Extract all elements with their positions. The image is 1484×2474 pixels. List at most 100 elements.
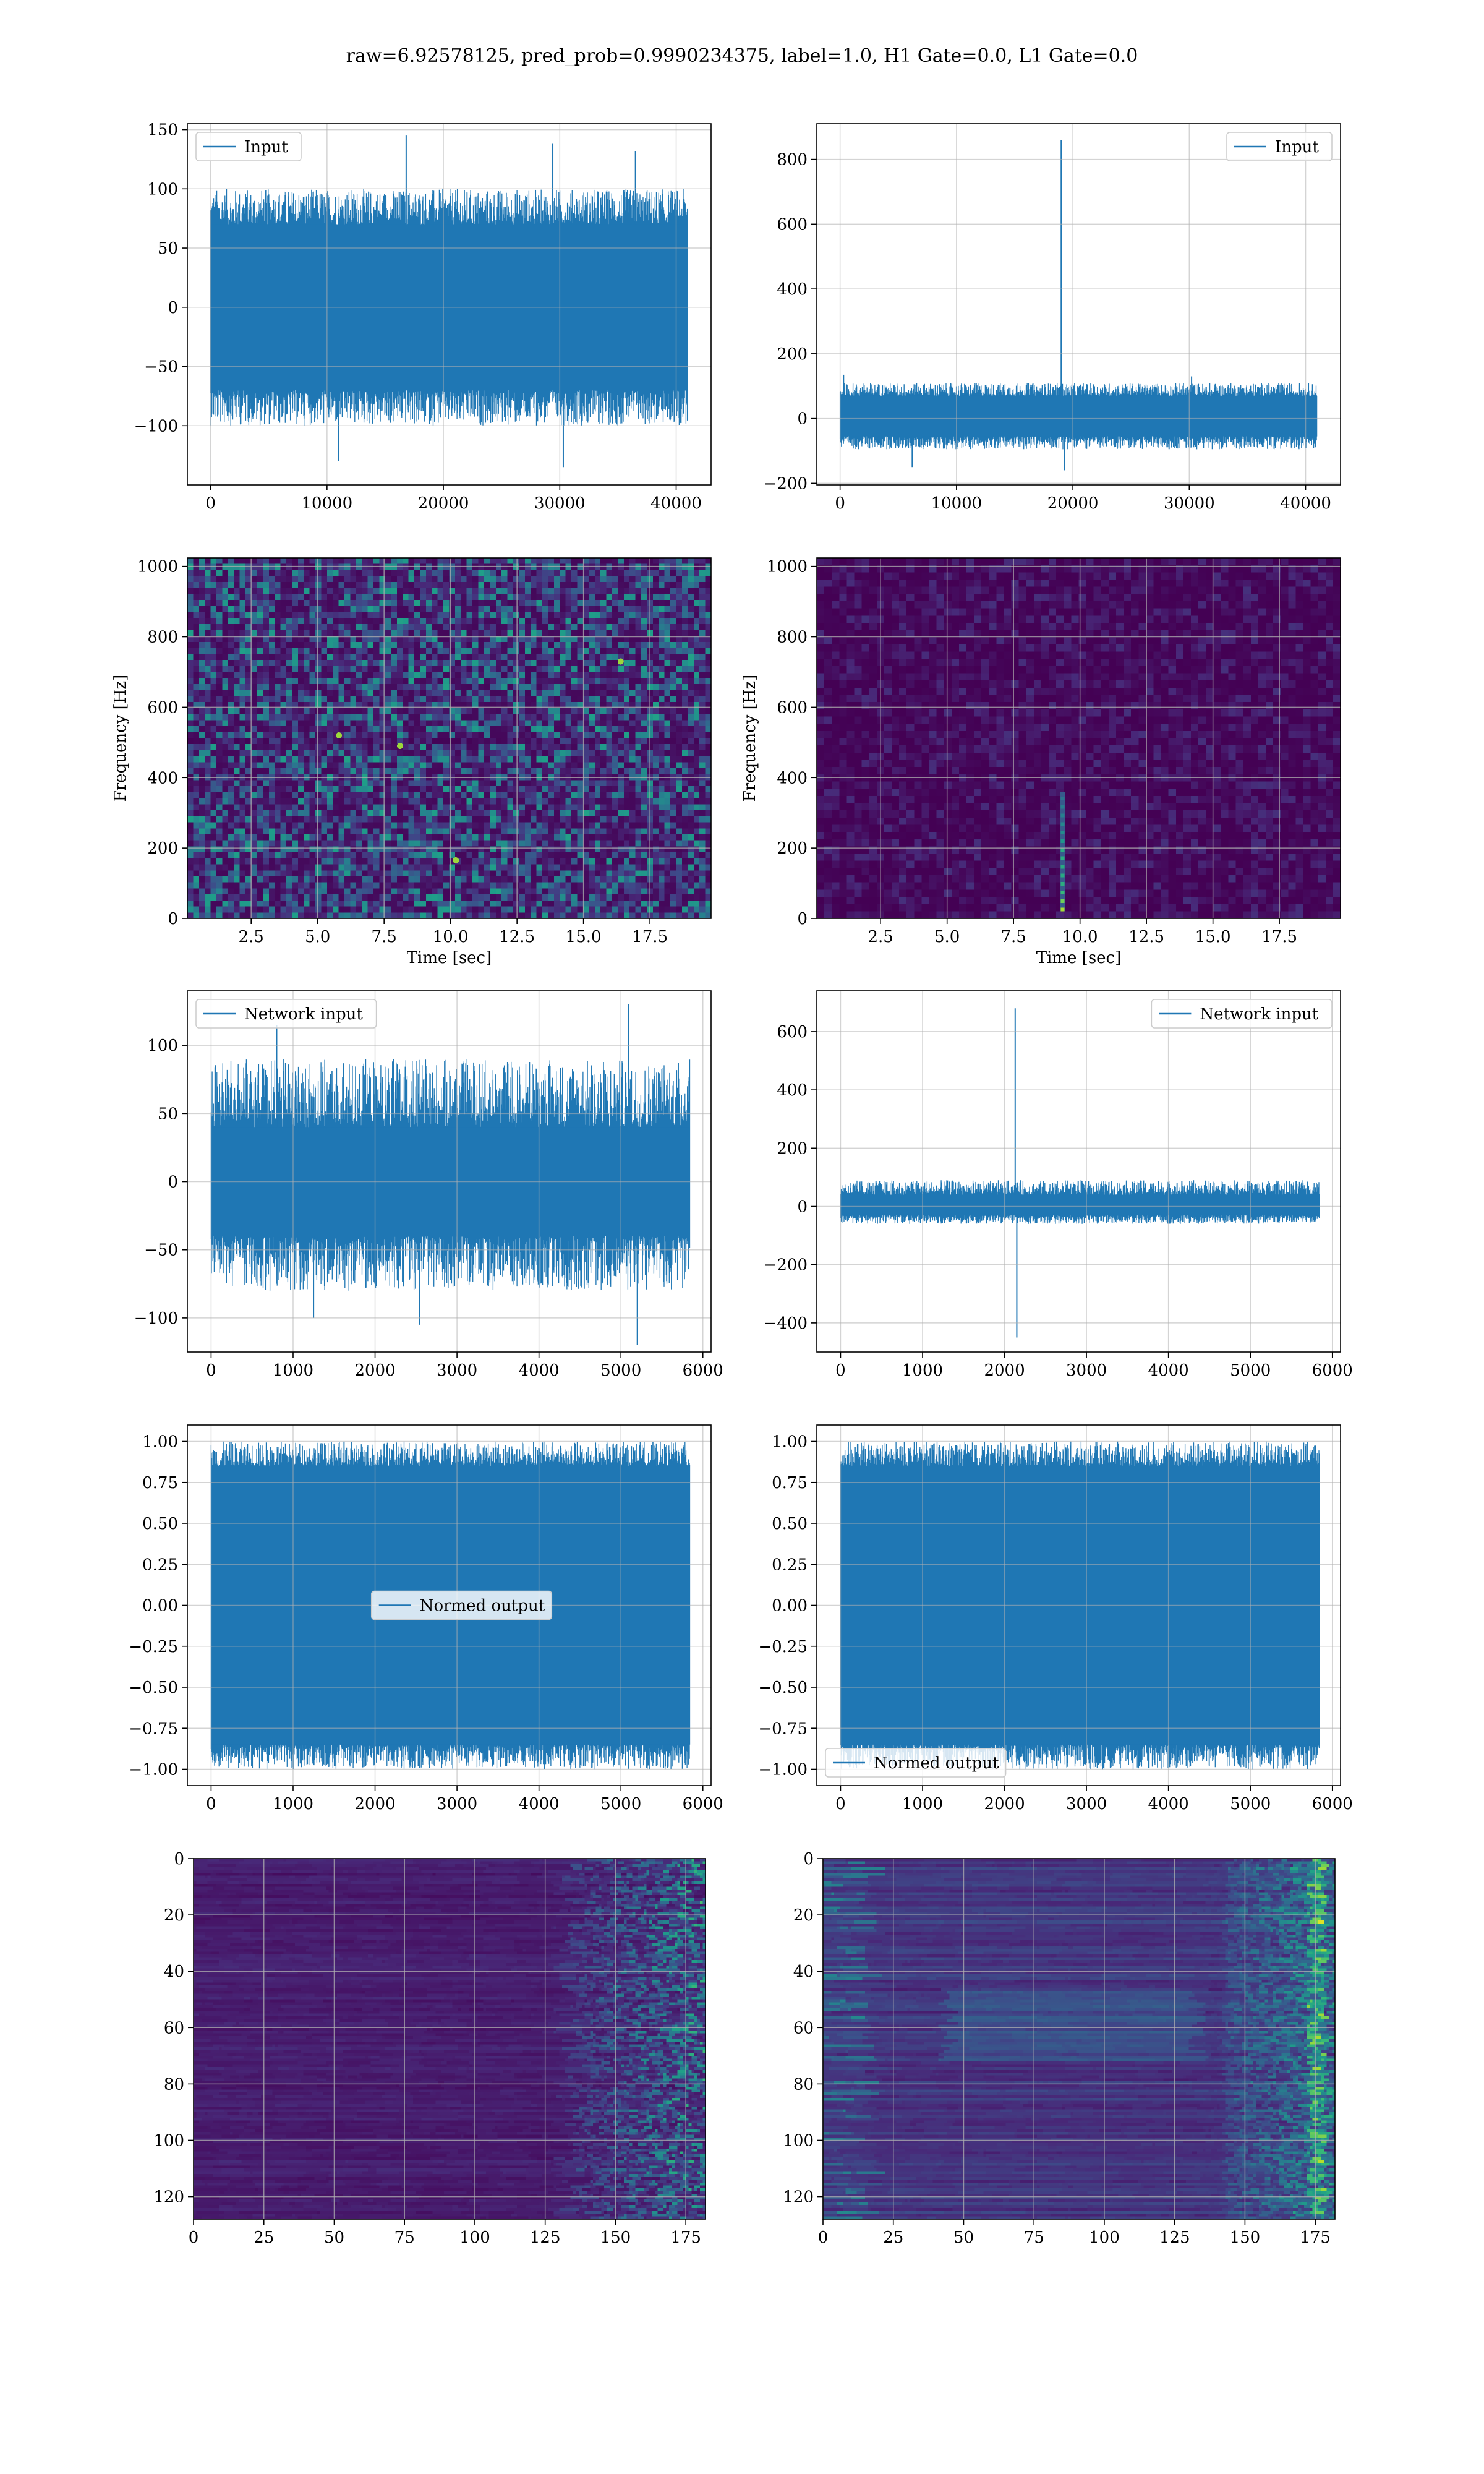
x-axis-label: Time [sec] xyxy=(1036,949,1122,967)
x-tick-label: 1000 xyxy=(273,1795,313,1813)
y-tick-label: 20 xyxy=(793,1906,814,1925)
transient-cell xyxy=(1060,890,1065,894)
axes-frame xyxy=(187,990,712,1353)
axes-frame xyxy=(816,123,1341,486)
x-tick-label: 5.0 xyxy=(934,928,960,946)
plot-area xyxy=(839,140,1318,471)
y-tick-label: 1000 xyxy=(137,558,178,576)
x-tick-label: 6000 xyxy=(683,1795,723,1813)
y-tick-label: −1.00 xyxy=(758,1761,808,1779)
y-tick-label: 400 xyxy=(777,280,808,299)
x-tick-label: 2000 xyxy=(984,1795,1025,1813)
y-tick-label: −200 xyxy=(764,474,808,493)
x-tick-label: 40000 xyxy=(1280,494,1331,513)
y-tick-label: 60 xyxy=(164,2019,184,2037)
x-tick-label: 0 xyxy=(206,1795,216,1813)
transient-cell xyxy=(1060,813,1065,818)
y-tick-label: 60 xyxy=(793,2019,814,2037)
x-tick-label: 17.5 xyxy=(1261,928,1297,946)
y-tick-label: 600 xyxy=(777,215,808,234)
heatmap-hotspot xyxy=(617,658,624,665)
y-tick-label: 0 xyxy=(168,299,178,317)
y-axis-label: Frequency [Hz] xyxy=(741,675,759,802)
x-tick-label: 2.5 xyxy=(868,928,893,946)
x-tick-label: 2000 xyxy=(354,1361,395,1380)
chart-h1-normed-output: 0 1000 2000 3000 4000 5000 6000 −1.00 −0.75 −0.50… xyxy=(129,1424,723,1813)
chart-h1-spectrogram: 2.5 5.0 7.5 10.0 12.5 15.0 17.5 0 200 400 600 800 10… xyxy=(111,557,712,967)
y-tick-label: 100 xyxy=(147,180,178,199)
y-tick-label: 0 xyxy=(803,1850,814,1868)
legend: Normed output xyxy=(825,1748,1007,1778)
y-tick-label: 40 xyxy=(793,1963,814,1981)
x-tick-label: 12.5 xyxy=(499,928,535,946)
y-axis-label: Frequency [Hz] xyxy=(111,675,130,802)
x-tick-label: 3000 xyxy=(1066,1795,1107,1813)
x-tick-label: 2000 xyxy=(354,1795,395,1813)
heatmap-cells xyxy=(194,1859,706,2219)
x-tick-label: 20000 xyxy=(418,494,469,513)
transient-cell xyxy=(1060,847,1065,852)
x-tick-label: 25 xyxy=(883,2228,903,2247)
y-tick-label: 50 xyxy=(158,239,178,258)
y-tick-label: 0 xyxy=(797,910,808,928)
chart-h1-network-input: 0 1000 2000 3000 4000 5000 6000 −100 −50 0 50 100 Ne… xyxy=(134,990,723,1380)
chart-l1-feature-map: 0 25 50 75 100 125 150 175 0 20 40 60 80 100 120 xyxy=(783,1850,1336,2247)
x-tick-label: 30000 xyxy=(1164,494,1215,513)
legend: Network input xyxy=(1151,999,1333,1029)
legend: Normed output xyxy=(370,1590,553,1620)
legend-label: Normed output xyxy=(874,1754,999,1773)
y-tick-label: −0.75 xyxy=(758,1719,808,1738)
y-tick-label: 120 xyxy=(153,2188,184,2207)
x-tick-label: 10000 xyxy=(302,494,353,513)
gridlines xyxy=(187,991,711,1352)
y-tick-label: 800 xyxy=(777,628,808,647)
ticks: 2.5 5.0 7.5 10.0 12.5 15.0 17.5 0 200 400 600 800 10… xyxy=(767,558,1297,946)
y-tick-label: 50 xyxy=(158,1105,178,1123)
x-tick-label: 5000 xyxy=(600,1795,641,1813)
legend-box xyxy=(195,132,302,161)
y-tick-label: 1.00 xyxy=(142,1433,178,1452)
plot-area xyxy=(817,558,1341,918)
legend-label: Network input xyxy=(1200,1005,1318,1024)
axes-frame xyxy=(187,557,712,919)
ticks: 2.5 5.0 7.5 10.0 12.5 15.0 17.5 0 200 400 600 800 10… xyxy=(137,558,668,946)
legend-box xyxy=(1226,132,1333,161)
x-tick-label: 25 xyxy=(254,2228,274,2247)
chart-h1-input: 0 10000 20000 30000 40000 −100 −50 0 50 100 150 Inp… xyxy=(134,121,712,513)
y-tick-label: 600 xyxy=(777,698,808,717)
x-tick-label: 0 xyxy=(189,2228,199,2247)
y-tick-label: 0.25 xyxy=(772,1556,808,1574)
x-axis-label: Time [sec] xyxy=(407,949,492,967)
y-tick-label: 1000 xyxy=(767,558,808,576)
y-tick-label: 80 xyxy=(793,2075,814,2094)
heatmap-cells xyxy=(823,1859,1335,2219)
x-tick-label: 0 xyxy=(818,2228,829,2247)
x-tick-label: 5000 xyxy=(1230,1795,1271,1813)
x-tick-label: 4000 xyxy=(519,1361,560,1380)
gridlines xyxy=(817,991,1341,1352)
y-tick-label: 0.00 xyxy=(142,1597,178,1616)
ticks: 0 1000 2000 3000 4000 5000 6000 −400 −200 0 200 400… xyxy=(764,1023,1353,1380)
chart-l1-spectrogram: 2.5 5.0 7.5 10.0 12.5 15.0 17.5 0 200 400 600 800 10… xyxy=(741,557,1341,967)
x-tick-label: 4000 xyxy=(519,1795,560,1813)
ticks: 0 1000 2000 3000 4000 5000 6000 −100 −50 0 50 100 xyxy=(134,1037,723,1380)
plot-area xyxy=(823,1859,1335,2219)
x-tick-label: 50 xyxy=(953,2228,974,2247)
axes-frame xyxy=(187,123,712,486)
x-tick-label: 10.0 xyxy=(433,928,469,946)
figure-suptitle: raw=6.92578125, pred_prob=0.9990234375, … xyxy=(346,45,1138,67)
x-tick-label: 175 xyxy=(1300,2228,1331,2247)
x-tick-label: 5000 xyxy=(600,1361,641,1380)
plot-area xyxy=(840,1008,1320,1338)
x-tick-label: 75 xyxy=(1024,2228,1044,2247)
y-tick-label: 600 xyxy=(777,1023,808,1042)
y-tick-label: 120 xyxy=(783,2188,814,2207)
x-tick-label: 7.5 xyxy=(1000,928,1026,946)
axes-frame xyxy=(816,990,1341,1353)
transient-cell xyxy=(1060,856,1065,860)
y-tick-label: −1.00 xyxy=(129,1761,178,1779)
x-tick-label: 100 xyxy=(459,2228,490,2247)
transient-cell xyxy=(1060,873,1065,878)
y-tick-label: −100 xyxy=(134,1309,178,1328)
